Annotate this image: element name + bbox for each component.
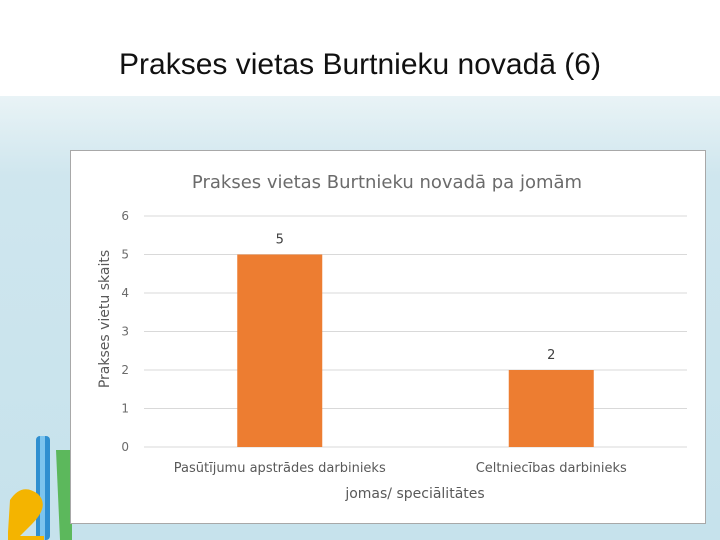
- bar-value-label: 2: [547, 348, 555, 363]
- chart-title: Prakses vietas Burtnieku novadā pa jomām: [192, 172, 582, 193]
- x-axis-title: jomas/ speciālitātes: [344, 486, 484, 502]
- y-tick-label: 3: [121, 325, 129, 339]
- chart-container: Prakses vietas Burtnieku novadā pa jomām…: [70, 150, 706, 524]
- y-tick-label: 6: [121, 209, 129, 223]
- y-tick-label: 5: [121, 248, 129, 262]
- x-category-label: Pasūtījumu apstrādes darbinieks: [174, 461, 386, 476]
- bar: [237, 254, 323, 447]
- x-category-label: Celtniecības darbinieks: [476, 461, 627, 476]
- y-tick-label: 0: [121, 440, 129, 454]
- y-tick-label: 4: [121, 286, 129, 300]
- y-tick-label: 1: [121, 402, 129, 416]
- decorative-number-graphic: [8, 436, 72, 540]
- y-tick-label: 2: [121, 363, 129, 377]
- slide-title: Prakses vietas Burtnieku novadā (6): [119, 48, 601, 81]
- bar: [508, 370, 594, 447]
- bar-value-label: 5: [276, 233, 284, 248]
- y-axis-title: Prakses vietu skaits: [97, 250, 113, 388]
- bar-chart: Prakses vietas Burtnieku novadā pa jomām…: [97, 172, 687, 502]
